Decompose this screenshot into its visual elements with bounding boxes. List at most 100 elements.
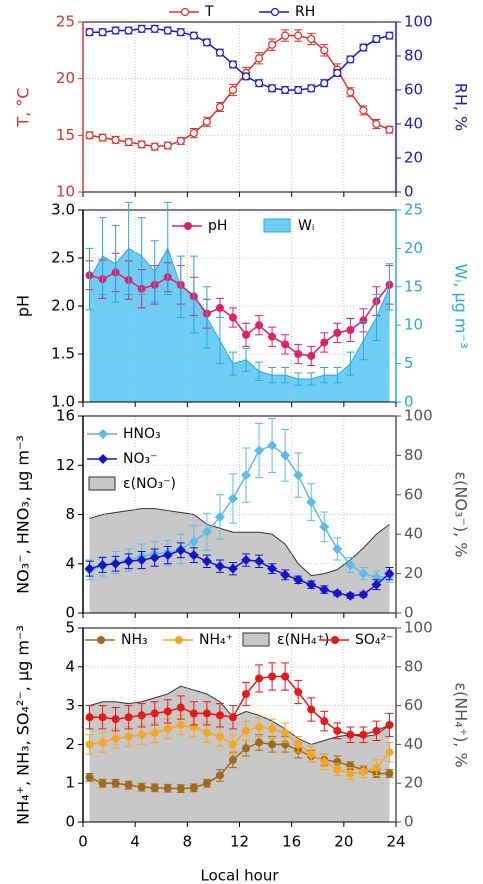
error-bar — [163, 201, 172, 295]
y-axis-title: NH₄⁺, NH₃, SO₄²⁻, µg m⁻³ — [14, 625, 33, 825]
marker — [227, 493, 238, 504]
marker — [385, 748, 394, 757]
marker — [150, 783, 159, 792]
marker — [268, 332, 277, 341]
marker — [215, 303, 224, 312]
marker — [110, 558, 121, 569]
marker — [228, 740, 237, 749]
y2-tick-label: 40 — [404, 525, 423, 543]
marker — [281, 85, 290, 95]
marker — [346, 730, 355, 739]
marker — [241, 72, 251, 81]
marker — [85, 773, 94, 782]
marker — [306, 579, 317, 590]
marker — [97, 559, 108, 570]
error-bar — [359, 320, 368, 361]
marker — [175, 545, 186, 556]
y2-tick-label: 20 — [404, 149, 423, 167]
marker — [98, 28, 107, 37]
marker — [242, 744, 251, 753]
marker — [358, 589, 369, 600]
marker — [98, 779, 107, 788]
marker — [267, 563, 278, 574]
marker — [215, 48, 225, 57]
y-tick-label: 3 — [65, 696, 75, 714]
marker — [333, 68, 342, 78]
marker — [201, 526, 212, 537]
legend-marker — [184, 222, 192, 230]
legend-marker — [270, 7, 280, 17]
marker — [268, 40, 277, 49]
legend-swatch — [242, 632, 270, 647]
y-axis-title: pH — [14, 295, 33, 317]
marker — [242, 726, 251, 735]
marker — [124, 713, 133, 722]
x-tick-label: 8 — [183, 833, 193, 851]
y2-tick-label: 60 — [404, 81, 423, 99]
marker — [333, 328, 342, 337]
y-axis-title: T, °C — [14, 87, 33, 127]
marker — [333, 765, 342, 774]
marker — [215, 732, 224, 741]
marker — [214, 511, 225, 522]
marker — [372, 34, 381, 44]
x-tick-label: 20 — [334, 833, 353, 851]
area-edge — [89, 247, 390, 380]
marker — [372, 763, 381, 772]
error-bar — [307, 372, 316, 386]
y2-tick-label: 15 — [404, 277, 423, 295]
y-tick-label: 20 — [56, 69, 75, 87]
legend-label: NH₃ — [121, 632, 148, 648]
legend-marker — [180, 7, 190, 17]
y2-tick-label: 20 — [404, 564, 423, 582]
marker — [359, 43, 368, 52]
y-tick-label: 2.5 — [51, 249, 75, 267]
marker — [385, 769, 394, 778]
marker — [281, 672, 290, 681]
legend-label: Wᵢ — [298, 218, 314, 234]
marker — [98, 738, 107, 747]
y-tick-label: 8 — [65, 505, 75, 523]
marker — [163, 724, 172, 733]
error-bar — [228, 351, 237, 376]
y2-tick-label: 40 — [404, 735, 423, 753]
marker — [307, 351, 316, 360]
y-tick-label: 16 — [56, 407, 75, 425]
marker — [85, 713, 94, 722]
y-tick-label: 4 — [65, 657, 75, 675]
area-edge — [89, 685, 390, 745]
error-bar — [385, 263, 394, 311]
marker — [346, 88, 355, 97]
x-tick-label: 12 — [230, 833, 249, 851]
error-bar — [202, 286, 211, 349]
y2-tick-label: 20 — [404, 239, 423, 257]
marker — [267, 440, 278, 451]
marker — [202, 728, 211, 737]
marker — [150, 24, 159, 33]
marker — [149, 552, 160, 563]
marker — [319, 584, 330, 595]
marker — [385, 125, 394, 134]
y2-tick-label: 80 — [404, 47, 423, 65]
y-tick-label: 0 — [65, 604, 75, 622]
marker — [254, 79, 264, 88]
marker — [320, 717, 329, 726]
marker — [124, 138, 133, 147]
marker — [163, 784, 172, 793]
y2-axis-title: Wᵢ, µg m⁻³ — [452, 264, 471, 349]
marker — [293, 574, 304, 585]
marker — [98, 133, 107, 142]
marker — [242, 330, 251, 339]
marker — [215, 771, 224, 780]
error-bar — [281, 366, 290, 384]
marker — [111, 26, 120, 35]
marker — [268, 724, 277, 733]
marker — [124, 732, 133, 741]
y2-tick-label: 25 — [404, 201, 423, 219]
marker — [359, 767, 368, 776]
marker — [385, 31, 394, 40]
marker — [268, 672, 277, 681]
marker — [215, 711, 224, 720]
marker — [307, 750, 316, 759]
